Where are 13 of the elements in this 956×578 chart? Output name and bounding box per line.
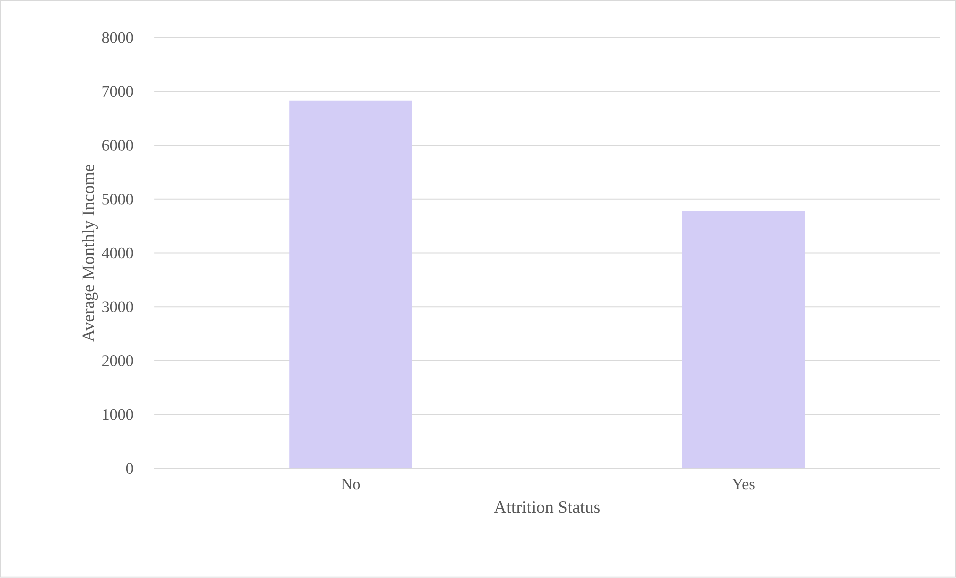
- x-axis-title: Attrition Status: [494, 502, 600, 514]
- y-tick-label: 0: [126, 463, 134, 474]
- x-tick-label: Yes: [732, 479, 755, 490]
- y-tick-label: 6000: [102, 140, 134, 151]
- y-axis-title: Average Monthly Income: [82, 165, 98, 342]
- y-tick-label: 4000: [102, 248, 134, 259]
- y-tick-label: 3000: [102, 302, 134, 313]
- x-tick-label: No: [342, 479, 360, 490]
- y-tick-label: 1000: [103, 409, 134, 420]
- y-tick-label: 5000: [102, 194, 134, 205]
- y-tick-label: 2000: [102, 356, 134, 366]
- y-tick-label: 7000: [102, 86, 134, 98]
- y-tick-label: 8000: [102, 32, 134, 44]
